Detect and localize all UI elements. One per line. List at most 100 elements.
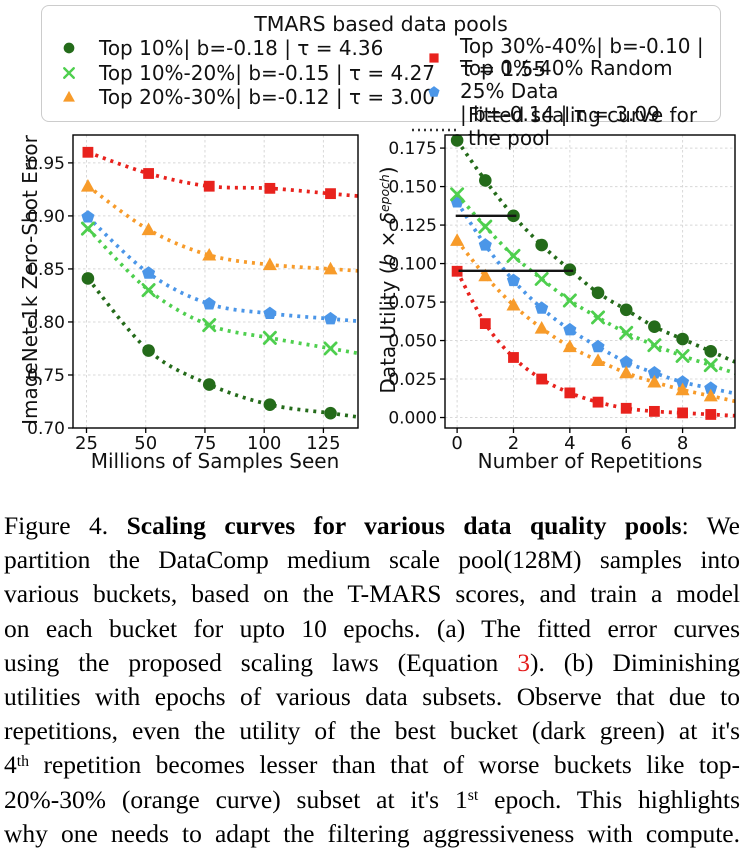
text-segment: ). (b) Diminishing [529,647,740,677]
text-segment: 4 [4,750,17,780]
data-point [141,222,156,236]
ylabel-data-utility: Data Utility (b × δepoch) [376,120,400,440]
data-point [677,407,688,419]
y-tick-label: 0.025 [388,370,437,390]
caption-line: on each bucket for upto 10 epochs. (a) T… [4,614,740,648]
x-tick-label: 25 [75,433,98,454]
text-segment: : We [681,511,740,540]
text-segment: Data Utility ( [376,266,400,394]
data-point [506,273,521,287]
y-tick-label: 0.000 [388,409,437,429]
data-point [262,330,277,345]
data-point [202,247,217,261]
fitted-curve [455,139,736,364]
data-point [451,265,463,277]
data-point [562,293,577,308]
data-point [647,374,662,388]
data-point [202,318,217,333]
y-tick-label: 0.075 [388,293,437,313]
data-point [428,85,440,97]
pentagon-marker-icon [422,80,446,104]
text-segment: 20%-30% (orange curve) subset at it's 1 [4,784,468,814]
legend-label: Top 10%| b=-0.18 | τ = 4.36 [99,35,384,60]
text-segment: δ [376,212,400,225]
data-point [704,381,718,394]
data-point [202,297,216,310]
xlabel-repetitions: Number of Repetitions [477,449,703,473]
text-segment: using the proposed scaling laws (Equatio… [4,647,518,677]
text-segment: repetitions, even the utility of the bes… [4,716,740,746]
fitted-curve [86,227,359,356]
y-tick-label: 0.150 [388,178,437,198]
x-tick-label: 75 [194,433,217,454]
data-point [263,306,277,320]
data-point [647,338,662,353]
data-point [563,322,577,336]
data-point [562,339,577,353]
data-point [80,221,95,236]
data-point [142,344,155,357]
text-segment: st [467,787,479,805]
data-point [675,382,690,396]
chart-panel-a: 25 50 75 100 125 0.70 0.75 0.80 0.85 0.90 0.95 [27,134,359,454]
data-point [81,272,95,285]
data-point [82,146,94,158]
y-tick-label: 0.80 [27,313,65,333]
data-point [63,67,75,79]
data-point [534,321,549,334]
text-segment: b [376,253,400,267]
data-point [564,387,576,399]
data-point [262,257,277,271]
data-point [535,238,548,252]
legend-box: TMARS based data pools Top 10%| b=-0.18 … [41,5,721,150]
plot-frame [444,134,736,429]
data-point [80,179,95,192]
data-point [591,310,606,325]
caption-line: utilities with epochs of various data su… [4,682,740,716]
text-segment: epoch [376,174,392,213]
data-point [323,341,338,356]
data-point [263,398,277,411]
text-segment: on each bucket for upto 10 epochs. (a) T… [4,613,740,643]
square-marker-icon [422,46,446,70]
legend-label: Top 30%-40%| b=-0.10 | τ = 1.55 [460,34,704,81]
data-point [619,303,633,317]
x-tick-label: 6 [620,433,631,454]
data-point [478,238,492,251]
data-point [81,210,95,223]
caption-line: why one needs to adapt the filtering agg… [4,819,740,852]
x-tick-label: 2 [508,433,519,454]
data-point [324,406,337,420]
ylabel-zero-shot-error: ImageNet-1k Zero-Shot Error [18,120,42,440]
data-point [141,283,156,298]
data-point [536,373,548,385]
text-segment: why one needs to adapt the filtering agg… [4,818,740,848]
text-segment: ImageNet-1k Zero-Shot Error [18,135,42,425]
fitted-curve [455,193,736,375]
circle-marker-icon [57,36,81,60]
text-segment: epoch. This highlights [478,784,740,814]
equation-3-link[interactable]: 3 [517,647,530,677]
legend-item-top10: Top 10%| b=-0.18 | τ = 4.36 [57,36,383,60]
data-point [264,182,276,194]
fitted-curve [455,200,736,396]
legend-label: Fitted scaling curve for the pool [468,103,698,150]
legend-label: Top 10%-20%| b=-0.15 | τ = 4.27 [99,60,436,85]
data-point [648,320,661,333]
data-point [620,402,632,414]
data-point [705,409,717,420]
legend-item-fitted-curve: Fitted scaling curve for the pool [410,104,720,150]
xlabel-samples-seen: Millions of Samples Seen [90,449,340,473]
data-point [429,53,439,63]
data-point [478,268,493,282]
legend-label: Top 20%-30%| b=-0.12 | τ = 3.00 [99,84,436,109]
fitted-curve [455,239,736,404]
legend-item-random: Top 0%-40% Random 25% Data | b=-0.14 | τ… [422,57,720,126]
text-segment: utilities with epochs of various data su… [4,681,740,711]
chart-panel-b: 0 2 4 6 8 0.000 0.025 0.050 0.075 0.100 0.125 0.150… [388,134,736,454]
data-point [142,266,156,279]
text-segment: repetition becomes lesser than that of w… [29,750,740,780]
legend-item-top30-40: Top 30%-40%| b=-0.10 | τ = 1.55 [422,35,720,81]
x-tick-label: 0 [451,433,462,454]
text-segment: × [376,224,400,254]
